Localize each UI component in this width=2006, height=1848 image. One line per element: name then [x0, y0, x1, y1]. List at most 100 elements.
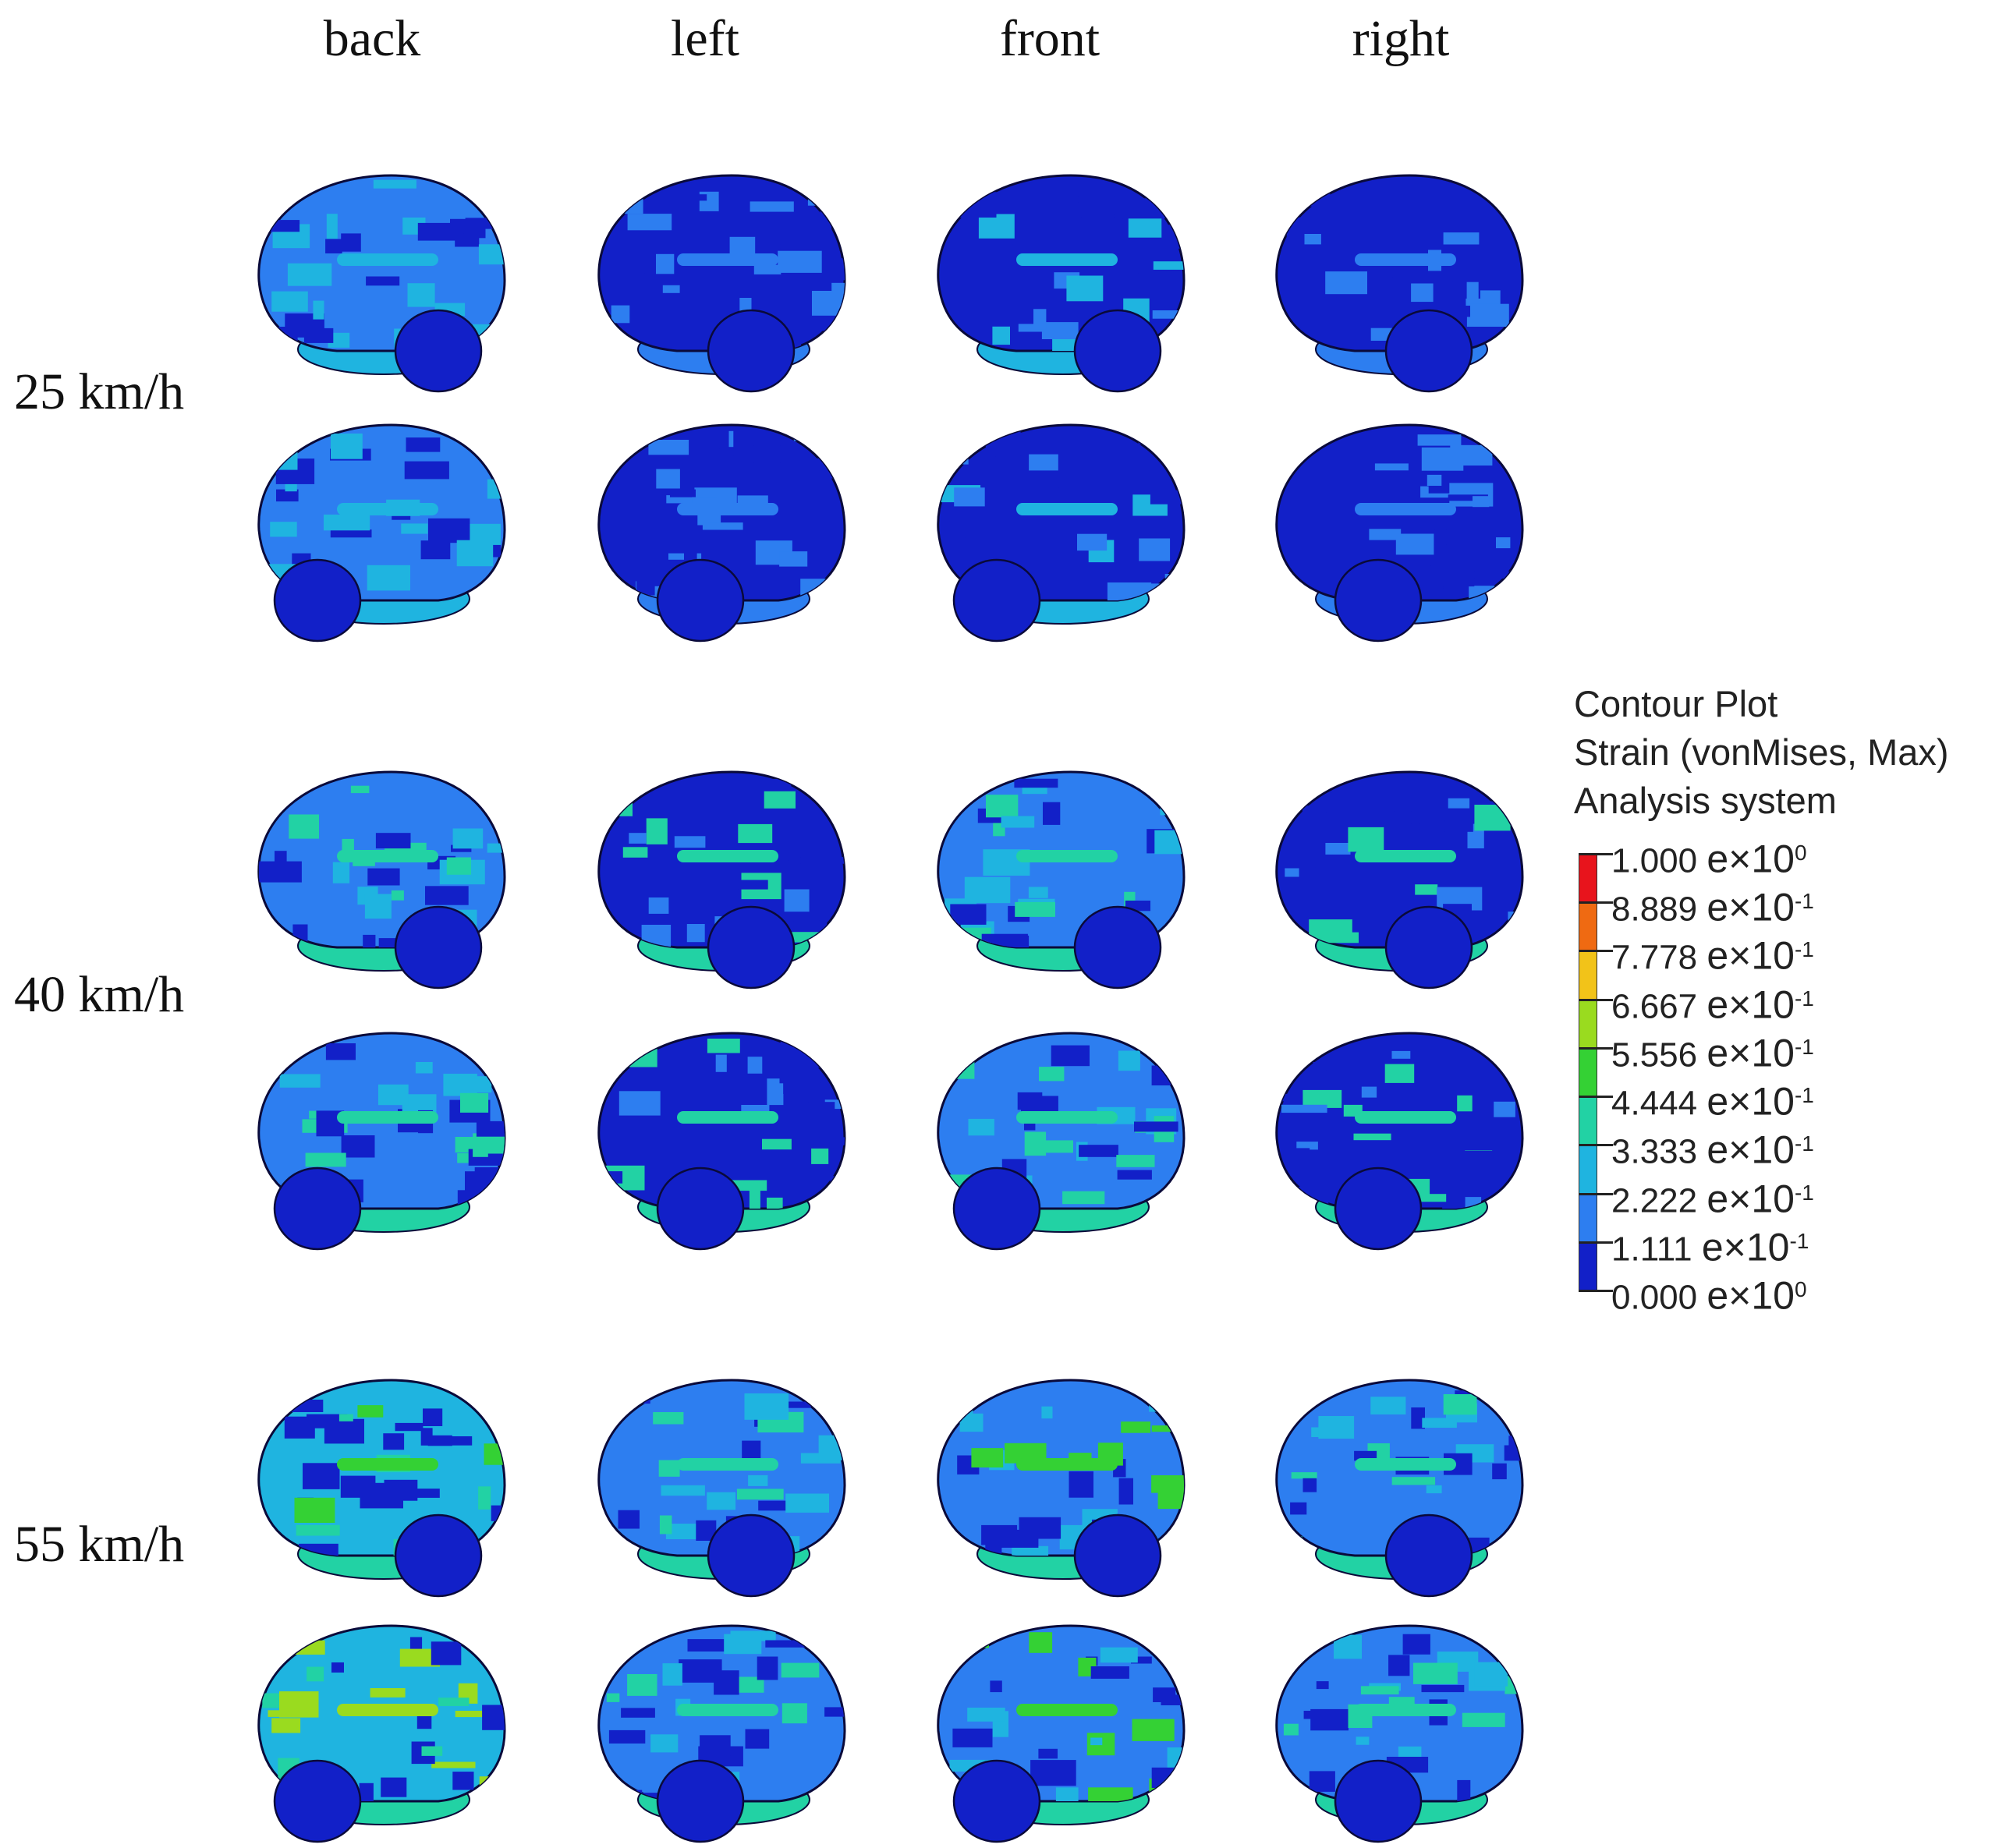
brain-contour-panel: [1261, 1614, 1542, 1848]
strain-hot-band: [1355, 253, 1456, 266]
strain-patch: [1370, 1397, 1406, 1414]
brain-contour-panel: [923, 1614, 1203, 1848]
legend-exponent-base: e×10: [1707, 982, 1795, 1027]
strain-hot-band: [1355, 503, 1456, 515]
strain-patch: [1377, 807, 1395, 827]
strain-patch: [287, 263, 332, 286]
strain-patch: [659, 1515, 672, 1535]
strain-patch: [757, 1656, 778, 1680]
strain-patch: [738, 880, 768, 890]
legend-tick: [1579, 1290, 1613, 1292]
legend-exponent: 0: [1794, 841, 1807, 865]
strain-hot-band: [677, 253, 778, 266]
strain-patch: [1280, 1536, 1302, 1552]
strain-patch: [381, 1777, 407, 1797]
legend-tick: [1579, 1046, 1613, 1050]
strain-patch: [1018, 898, 1055, 905]
strain-patch: [1415, 884, 1438, 895]
strain-patch: [401, 523, 428, 534]
strain-patch: [278, 1633, 295, 1653]
strain-patch: [1285, 868, 1299, 877]
strain-patch: [714, 1670, 739, 1695]
legend-value: 8.889: [1611, 890, 1707, 929]
strain-patch: [296, 1524, 340, 1536]
strain-patch: [606, 197, 643, 214]
strain-patch: [1326, 1062, 1367, 1082]
brain-contour-panel: [923, 413, 1203, 647]
strain-patch: [1356, 1736, 1370, 1745]
brain-contour-panel: [923, 1021, 1203, 1255]
legend-color-bar: [1579, 854, 1597, 1292]
strain-patch: [373, 179, 416, 189]
strain-patch: [703, 891, 730, 905]
strain-patch: [476, 1120, 505, 1137]
legend-value: 4.444: [1611, 1084, 1707, 1123]
strain-patch: [421, 1746, 443, 1756]
strain-patch: [399, 1648, 441, 1667]
strain-patch: [1388, 1697, 1415, 1705]
strain-patch: [487, 843, 505, 853]
strain-patch: [1419, 821, 1458, 830]
strain-patch: [1309, 1177, 1351, 1188]
strain-patch: [455, 1711, 491, 1718]
cerebellum-region: [1334, 1759, 1423, 1843]
strain-patch: [404, 1489, 440, 1498]
strain-patch: [1317, 468, 1341, 476]
cerebellum-region: [707, 1513, 796, 1598]
strain-patch: [1453, 1140, 1495, 1151]
strain-patch: [941, 520, 966, 538]
strain-patch: [1037, 1140, 1073, 1153]
strain-patch: [1152, 310, 1185, 319]
strain-patches: [260, 434, 505, 591]
strain-patch: [1029, 454, 1058, 471]
strain-patch: [781, 1401, 811, 1408]
strain-patch: [1504, 1445, 1523, 1461]
strain-patch: [443, 1074, 477, 1096]
strain-patch: [785, 838, 831, 848]
brain-contour-panel: [1261, 760, 1542, 994]
strain-patch: [1427, 474, 1442, 486]
strain-patch: [650, 1734, 679, 1753]
brain-contour-panel: [583, 413, 864, 647]
strain-patch: [1494, 1101, 1515, 1117]
brain-contour-panel: [243, 164, 524, 398]
strain-patch: [1042, 473, 1059, 488]
strain-patch: [1466, 303, 1509, 327]
strain-hot-band: [1355, 1458, 1456, 1471]
cerebellum-region: [394, 905, 483, 989]
strain-patch: [968, 1118, 994, 1136]
legend-exponent: -1: [1794, 1083, 1814, 1108]
cerebellum-region: [394, 1513, 483, 1598]
strain-patch: [1452, 264, 1478, 281]
strain-patch: [271, 291, 308, 312]
strain-patch: [618, 1091, 661, 1116]
cerebellum-region: [952, 558, 1041, 643]
strain-patches: [1307, 434, 1523, 600]
strain-patch: [1160, 792, 1182, 816]
cerebellum-region: [952, 1167, 1041, 1251]
cerebellum-region: [1073, 309, 1162, 393]
legend-color-segment: [1579, 903, 1597, 952]
strain-patch: [662, 1663, 682, 1686]
legend-exponent-base: e×10: [1707, 1177, 1795, 1221]
strain-patch: [954, 487, 985, 507]
strain-patch: [1291, 1472, 1317, 1479]
strain-patch: [1069, 1471, 1093, 1498]
strain-patch: [781, 1703, 807, 1724]
strain-patch: [1318, 1416, 1355, 1439]
strain-patch: [363, 934, 376, 947]
strain-patch: [1041, 1406, 1053, 1419]
legend-tick: [1579, 1096, 1613, 1099]
strain-patch: [658, 1460, 680, 1477]
strain-patch: [783, 1082, 821, 1094]
strain-patch: [741, 1105, 770, 1112]
strain-patch: [1421, 1684, 1465, 1693]
strain-patch: [1069, 202, 1082, 218]
brain-contour-panel: [243, 1614, 524, 1848]
strain-patch: [1409, 580, 1444, 589]
cerebellum-region: [273, 1167, 362, 1251]
strain-patch: [687, 1639, 726, 1652]
legend-value-label: 8.889 e×10-1: [1611, 879, 1955, 929]
cerebellum-region: [273, 558, 362, 643]
legend-exponent: -1: [1789, 1228, 1809, 1253]
